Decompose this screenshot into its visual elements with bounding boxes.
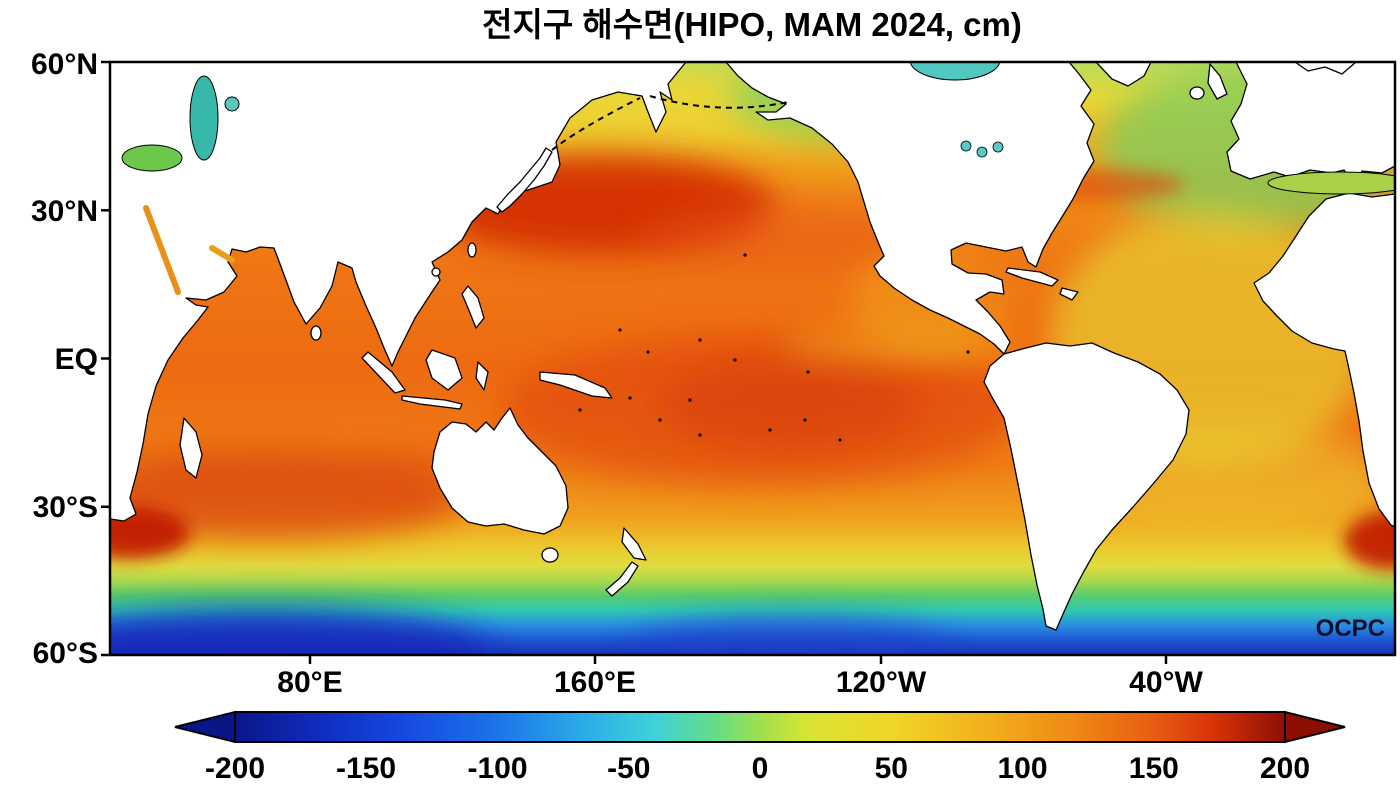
aral-sea — [224, 96, 240, 112]
landmass-eurasia-africa — [110, 62, 687, 522]
landmass-ireland — [1189, 86, 1205, 100]
landmass-australia — [431, 407, 569, 535]
caspian-sea — [189, 75, 219, 161]
lat-label-60s: 60°S — [33, 637, 98, 670]
lon-label-160e: 160°E — [554, 666, 636, 699]
landmass-madagascar — [179, 417, 203, 479]
lat-label-30n: 30°N — [31, 195, 98, 228]
colorbar-right-arrow — [1284, 710, 1346, 744]
landmass-philippines — [461, 285, 485, 329]
landmass-nz-south — [605, 561, 639, 597]
colorbar-gradient — [234, 711, 1286, 743]
red-sea — [143, 205, 181, 295]
landmass-scandinavia — [1294, 62, 1357, 75]
lat-axis: 60°N 30°N EQ 30°S 60°S — [31, 48, 98, 670]
colorbar-tick-200: 200 — [1260, 752, 1310, 785]
great-lakes — [960, 140, 1004, 158]
colorbar-tick-n50: -50 — [607, 752, 650, 785]
landmass-hainan — [431, 267, 441, 277]
colorbar-tick-100: 100 — [997, 752, 1047, 785]
landmass-west-africa — [1253, 192, 1395, 528]
landmass-greenland — [1095, 62, 1152, 87]
landmass-south-america — [983, 342, 1190, 631]
persian-gulf — [209, 245, 235, 263]
colorbar-tick-0: 0 — [752, 752, 769, 785]
landmass-europe — [1226, 62, 1395, 187]
hudson-bay — [909, 62, 1001, 81]
landmass-japan — [496, 147, 553, 213]
aleutian-arc — [649, 95, 789, 109]
colorbar-left-arrow — [174, 710, 236, 744]
black-sea — [121, 144, 183, 172]
landmass-srilanka — [310, 325, 322, 341]
landmass-taiwan — [467, 242, 477, 258]
ocpc-watermark: OCPC — [1316, 615, 1385, 642]
island-arcs — [551, 95, 789, 151]
pacific-island-specks — [578, 253, 970, 442]
mediterranean-sea — [1267, 171, 1395, 195]
axis-ticks — [101, 60, 1168, 664]
landmass-north-america — [725, 62, 1095, 355]
land-masses — [110, 62, 1395, 631]
colorbar-tick-n200: -200 — [205, 752, 265, 785]
landmass-java — [401, 395, 463, 410]
colorbar-tick-n100: -100 — [467, 752, 527, 785]
landmass-cuba — [1005, 267, 1059, 287]
landmass-sulawesi — [475, 361, 489, 391]
lat-label-eq: EQ — [55, 343, 98, 376]
landmass-british-isles — [1207, 63, 1228, 100]
landmass-newguinea — [539, 371, 613, 399]
lon-label-80e: 80°E — [277, 666, 342, 699]
landmass-nz-north — [621, 527, 647, 561]
colorbar-tick-n150: -150 — [336, 752, 396, 785]
lat-label-60n: 60°N — [31, 48, 98, 81]
colorbar-tick-150: 150 — [1129, 752, 1179, 785]
lat-label-30s: 30°S — [33, 491, 98, 524]
colorbar-labels: -200 -150 -100 -50 0 50 100 150 200 — [205, 752, 1310, 785]
map-canvas: OCPC — [110, 62, 1395, 655]
landmass-tasmania — [541, 547, 559, 563]
lon-label-40w: 40°W — [1129, 666, 1203, 699]
lon-axis: 80°E 160°E 120°W 40°W — [277, 666, 1203, 699]
colorbar-tick-50: 50 — [875, 752, 908, 785]
colorbar: -200 -150 -100 -50 0 50 100 150 200 — [174, 710, 1346, 785]
figure-title: 전지구 해수면(HIPO, MAM 2024, cm) — [482, 6, 1022, 43]
kuril-arc — [551, 97, 641, 151]
landmass-sumatra — [361, 351, 406, 394]
inland-seas — [121, 62, 1395, 295]
landmass-borneo — [425, 349, 463, 391]
landmass-hispaniola — [1059, 287, 1079, 301]
lon-label-120w: 120°W — [836, 666, 927, 699]
